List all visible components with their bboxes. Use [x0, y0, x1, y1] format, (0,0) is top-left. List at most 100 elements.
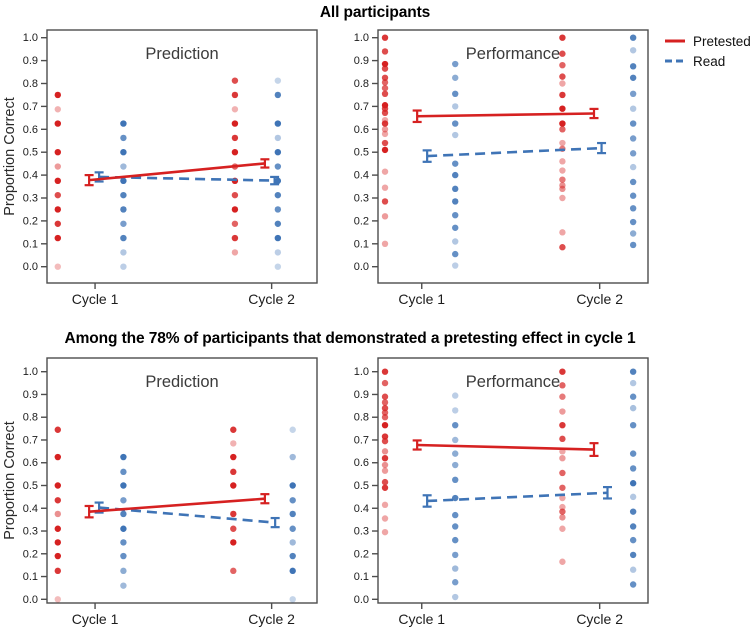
y-tick-label: 0.6	[23, 124, 38, 136]
y-tick-label: 0.8	[354, 78, 369, 90]
y-tick-label: 0.8	[23, 78, 38, 90]
plot-border	[377, 29, 649, 284]
x-tick-label: Cycle 1	[72, 611, 119, 627]
x-tick-label: Cycle 2	[248, 611, 295, 627]
y-tick-label: 0.7	[354, 434, 369, 446]
dots-read-cycle-2	[629, 368, 637, 588]
y-tick-label: 0.3	[354, 526, 369, 538]
mean-line-pretested	[84, 493, 270, 519]
y-tick-label: 0.3	[23, 526, 38, 538]
y-tick-label: 0.8	[23, 412, 38, 424]
y-tick-label: 0.9	[354, 389, 369, 401]
panel-title: Prediction	[145, 45, 218, 63]
dots-pretested-cycle-1	[381, 368, 389, 536]
y-tick-label: 0.4	[23, 170, 38, 182]
y-tick-label: 0.4	[23, 503, 38, 515]
plot-border	[377, 357, 649, 604]
dots-pretested-cycle-1	[54, 426, 61, 603]
y-tick-label: 0.4	[354, 170, 369, 182]
x-tick-label: Cycle 2	[576, 291, 623, 307]
y-tick-label: 0.5	[23, 480, 38, 492]
legend-item-pretested: Pretested	[664, 31, 750, 51]
dots-read-cycle-1	[452, 60, 459, 269]
dots-pretested-cycle-2	[559, 368, 566, 565]
dots-pretested-cycle-2	[230, 426, 237, 575]
dots-read-cycle-2	[289, 426, 296, 603]
y-tick-label: 0.0	[354, 594, 369, 606]
y-tick-label: 0.3	[354, 193, 369, 205]
y-tick-label: 0.2	[354, 215, 369, 227]
y-tick-label: 0.3	[23, 193, 38, 205]
legend-label-read: Read	[693, 53, 726, 69]
y-axis-label: Proportion Correct	[2, 97, 18, 215]
y-tick-label: 0.1	[354, 238, 369, 250]
legend-item-read: Read	[664, 51, 750, 71]
dots-read-cycle-2	[274, 77, 282, 270]
y-tick-label: 0.2	[23, 548, 38, 560]
dots-read-cycle-1	[120, 120, 127, 270]
panel-all-prediction: 1.0 0.9 0.8 0.7 0.6 0.5 0.4 0.3 0.2 0.1 0.0 Proport…	[2, 29, 318, 307]
panel-subset-performance: 1.0 0.9 0.8 0.7 0.6 0.5 0.4 0.3 0.2 0.1 0.0 Cycle 1…	[354, 357, 649, 627]
panel-title: Performance	[466, 45, 560, 63]
y-tick-label: 0.1	[23, 571, 38, 583]
plot-border	[46, 29, 318, 284]
y-tick-label: 0.7	[354, 101, 369, 113]
mean-line-pretested	[412, 439, 599, 458]
y-tick-label: 0.1	[354, 571, 369, 583]
y-axis: 1.0 0.9 0.8 0.7 0.6 0.5 0.4 0.3 0.2 0.1 0.0	[354, 366, 378, 606]
x-axis: Cycle 1 Cycle 2	[72, 283, 295, 307]
y-tick-label: 0.2	[23, 215, 38, 227]
mean-line-pretested	[412, 107, 599, 124]
y-axis: 1.0 0.9 0.8 0.7 0.6 0.5 0.4 0.3 0.2 0.1 0.0	[354, 32, 378, 273]
y-tick-label: 1.0	[354, 32, 369, 44]
dots-pretested-cycle-2	[559, 34, 566, 251]
x-axis: Cycle 1 Cycle 2	[72, 603, 295, 627]
dots-read-cycle-2	[629, 34, 637, 249]
y-tick-label: 0.2	[354, 548, 369, 560]
mean-line-pretested	[84, 158, 270, 187]
dots-pretested-cycle-1	[54, 91, 61, 270]
panel-all-performance: 1.0 0.9 0.8 0.7 0.6 0.5 0.4 0.3 0.2 0.1 0.0 Cycle 1…	[354, 29, 649, 307]
y-tick-label: 0.6	[23, 457, 38, 469]
x-tick-label: Cycle 2	[576, 611, 623, 627]
y-tick-label: 0.5	[354, 480, 369, 492]
x-axis: Cycle 1 Cycle 2	[398, 283, 623, 307]
y-tick-label: 0.9	[23, 55, 38, 67]
y-tick-label: 0.9	[354, 55, 369, 67]
y-tick-label: 0.6	[354, 457, 369, 469]
x-tick-label: Cycle 1	[72, 291, 119, 307]
y-axis: 1.0 0.9 0.8 0.7 0.6 0.5 0.4 0.3 0.2 0.1 0.0	[23, 32, 47, 273]
figure-title-subset: Among the 78% of participants that demon…	[64, 330, 636, 347]
y-axis-label: Proportion Correct	[2, 421, 18, 539]
x-tick-label: Cycle 1	[398, 291, 445, 307]
y-tick-label: 0.1	[23, 238, 38, 250]
plot-border	[46, 357, 318, 604]
y-tick-label: 0.4	[354, 503, 369, 515]
mean-line-read	[422, 485, 612, 508]
y-tick-label: 1.0	[354, 366, 369, 378]
dots-read-cycle-1	[452, 392, 459, 601]
figure-title-all-participants: All participants	[319, 4, 431, 21]
y-tick-label: 0.0	[354, 261, 369, 273]
read-dashed-line-swatch	[665, 59, 685, 63]
y-tick-label: 0.5	[354, 147, 369, 159]
mean-line-read	[422, 141, 607, 163]
panel-title: Prediction	[145, 373, 218, 391]
x-axis: Cycle 1 Cycle 2	[398, 603, 623, 627]
x-tick-label: Cycle 1	[398, 611, 445, 627]
panel-subset-prediction: 1.0 0.9 0.8 0.7 0.6 0.5 0.4 0.3 0.2 0.1 0.0 Proport…	[2, 357, 318, 627]
y-tick-label: 0.8	[354, 412, 369, 424]
legend: Pretested Read	[664, 31, 750, 71]
y-tick-label: 0.5	[23, 147, 38, 159]
y-tick-label: 0.9	[23, 389, 38, 401]
y-axis: 1.0 0.9 0.8 0.7 0.6 0.5 0.4 0.3 0.2 0.1 0.0	[23, 366, 47, 606]
panel-title: Performance	[466, 373, 560, 391]
y-tick-label: 0.6	[354, 124, 369, 136]
pretested-solid-line-swatch	[665, 39, 685, 43]
y-tick-label: 0.7	[23, 434, 38, 446]
y-tick-label: 1.0	[23, 366, 38, 378]
y-tick-label: 0.0	[23, 261, 38, 273]
legend-label-pretested: Pretested	[693, 33, 750, 49]
y-tick-label: 0.7	[23, 101, 38, 113]
